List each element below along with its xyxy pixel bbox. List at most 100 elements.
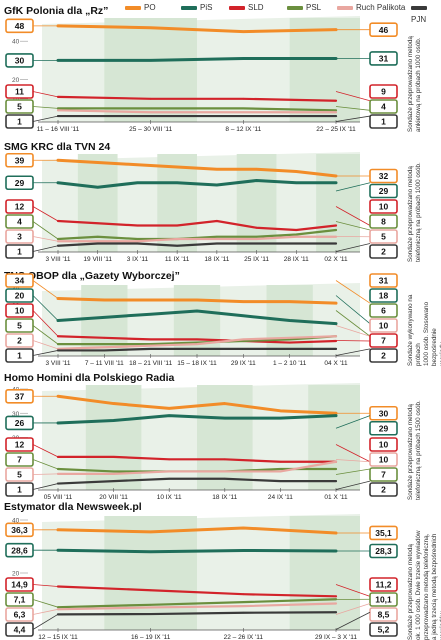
label-connector <box>32 91 59 98</box>
start-value-label: 12 <box>15 440 25 450</box>
end-value-label: 29 <box>379 186 389 196</box>
legend-label: PiS <box>200 3 213 12</box>
data-point <box>279 460 282 463</box>
data-point <box>295 233 298 236</box>
chart-title: Estymator dla Newsweek.pl <box>4 501 142 513</box>
label-connector <box>32 236 59 242</box>
start-value-label: 34 <box>15 276 25 286</box>
label-connector <box>335 295 371 324</box>
series-line-pis <box>56 548 338 554</box>
value-box <box>369 452 398 467</box>
data-point <box>279 480 282 483</box>
legend-label: Ruch Palikota <box>356 3 406 12</box>
data-point <box>242 605 245 608</box>
end-value-label: 6 <box>381 306 386 316</box>
value-box <box>5 273 34 288</box>
x-tick-label: 15 – 18 IX '11 <box>177 360 217 367</box>
data-point <box>112 402 115 405</box>
end-value-label: 28,3 <box>375 546 392 556</box>
data-point <box>255 226 258 229</box>
data-point <box>96 235 99 238</box>
legend-item: PiS <box>181 2 212 14</box>
data-point <box>335 181 337 184</box>
label-connector <box>32 340 59 350</box>
value-box <box>369 437 398 452</box>
value-box <box>5 99 34 114</box>
plot-band <box>289 18 360 122</box>
data-point <box>335 242 337 245</box>
data-point <box>215 168 218 171</box>
label-connector <box>32 584 59 587</box>
x-tick-label: 18 – 21 VIII '11 <box>129 360 172 367</box>
label-connector <box>32 221 59 240</box>
series-line-ruch-palikota <box>56 235 338 243</box>
data-point <box>176 238 179 240</box>
end-value-label: 10 <box>379 455 389 465</box>
data-point <box>335 224 337 227</box>
value-box <box>369 577 398 592</box>
value-box <box>5 542 34 558</box>
value-box <box>369 99 398 114</box>
x-tick-label: 16 – 19 IX '11 <box>131 634 171 640</box>
start-value-label: 1 <box>17 351 22 361</box>
series-line-psl <box>56 107 338 112</box>
value-box <box>5 437 34 452</box>
start-value-label: 5 <box>17 470 22 480</box>
label-connector <box>335 182 371 192</box>
data-point <box>279 468 282 470</box>
x-tick-label: 29 IX – 3 X '11 <box>315 634 357 640</box>
value-box <box>5 214 34 229</box>
value-box <box>5 607 34 622</box>
label-connector <box>335 310 371 337</box>
data-point <box>288 341 291 344</box>
end-value-label: 2 <box>381 485 386 495</box>
y-tick-label: 20 <box>12 571 20 578</box>
data-point <box>112 419 115 422</box>
data-point <box>176 181 179 184</box>
data-point <box>96 242 99 245</box>
series-line-po <box>56 526 338 535</box>
data-point <box>149 347 152 350</box>
data-point <box>255 235 258 238</box>
data-point <box>96 240 99 243</box>
end-value-label: 10,1 <box>375 595 392 605</box>
plot-band <box>197 385 253 490</box>
data-point <box>295 242 298 245</box>
series-line-pis <box>56 56 338 62</box>
start-value-label: 4,4 <box>14 625 26 635</box>
data-point <box>255 242 258 245</box>
value-box <box>5 577 34 592</box>
series-line-sld <box>56 95 338 102</box>
plot-background <box>42 152 360 252</box>
series-line-pjn <box>56 477 338 485</box>
value-box <box>369 244 398 259</box>
data-point <box>215 235 218 238</box>
label-connector <box>335 106 371 111</box>
data-point <box>149 338 152 341</box>
data-point <box>279 470 282 473</box>
label-connector <box>335 280 371 304</box>
data-point <box>335 347 337 350</box>
series-line-psl <box>56 228 338 241</box>
value-box <box>369 199 398 214</box>
label-connector <box>32 483 59 490</box>
legend-label: PJN <box>411 15 427 24</box>
end-value-label: 10 <box>379 440 389 450</box>
data-point <box>255 238 258 240</box>
end-value-label: 8,5 <box>378 610 390 620</box>
value-box <box>5 522 34 538</box>
data-point <box>335 480 337 483</box>
data-point <box>295 181 298 184</box>
data-point <box>103 299 106 301</box>
start-value-label: 48 <box>15 21 25 31</box>
data-point <box>176 244 179 247</box>
data-point <box>103 349 106 352</box>
data-point <box>103 316 106 319</box>
start-value-label: 1 <box>17 485 22 495</box>
data-point <box>288 319 291 322</box>
data-point <box>242 338 245 341</box>
value-box <box>5 452 34 467</box>
x-tick-label: 28 IX '11 <box>284 256 309 263</box>
